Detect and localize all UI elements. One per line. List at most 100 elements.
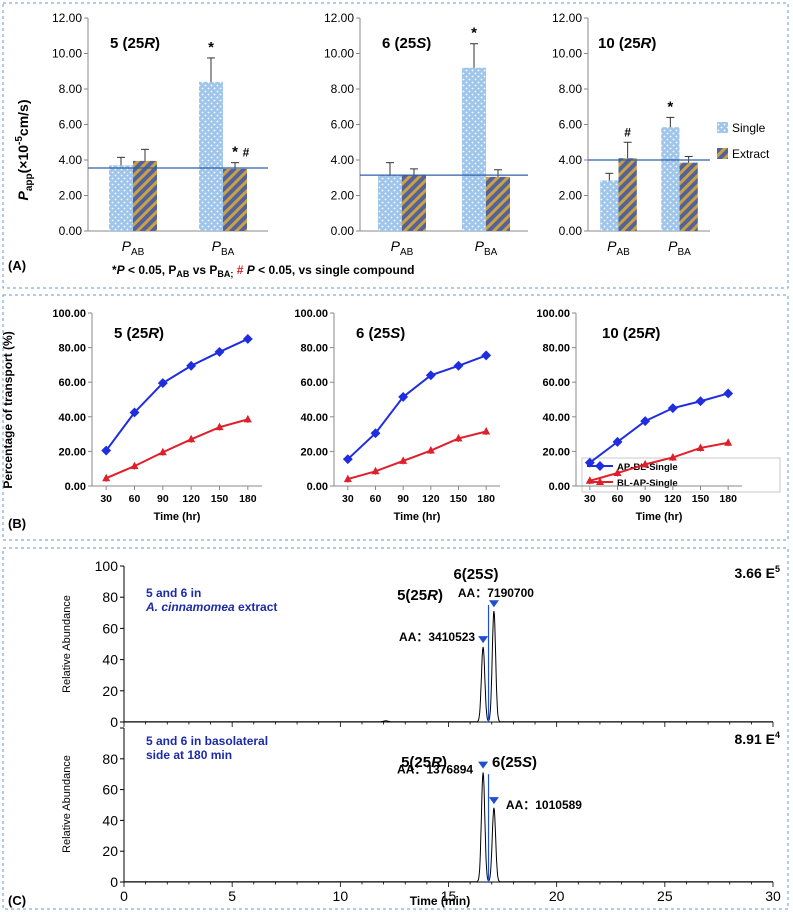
y-tick-label: 4.00 [331, 153, 355, 167]
bar-single [199, 81, 223, 232]
category-label: PBA [212, 238, 235, 258]
peak-area-label: AA：1010589 [506, 798, 582, 812]
data-point-bl-ap [102, 473, 111, 482]
x-tick-label: 0 [120, 888, 128, 904]
x-tick-label: 90 [639, 493, 651, 505]
x-tick-label: 150 [211, 493, 229, 505]
bar-extract [133, 160, 157, 231]
hash-mark: # [243, 146, 250, 160]
y-tick-label: 8.00 [59, 82, 83, 96]
x-tick-label: 180 [477, 493, 495, 505]
panel-a-label: (A) [8, 258, 26, 273]
data-point-ap-bl [398, 391, 409, 402]
data-point-bl-ap [187, 434, 196, 443]
chromatogram-trace [124, 610, 773, 723]
bar-extract [618, 158, 637, 231]
bar-single [661, 127, 680, 231]
legend-marker-bl-ap [596, 477, 604, 485]
y-tick-label: 100.00 [52, 308, 86, 320]
y-tick-label: 40 [102, 652, 118, 668]
y-tick-label: 10.00 [552, 47, 582, 61]
series-bl-ap-line [589, 441, 729, 482]
y-tick-label: 80 [102, 589, 118, 605]
bar-single [462, 67, 486, 231]
data-point-ap-bl [129, 407, 140, 418]
legend-label-ap-bl: AP-BL-Single [617, 462, 678, 473]
peak-label: 5(25R) [397, 587, 443, 604]
y-tick-label: 40.00 [542, 412, 570, 424]
y-tick-label: 0.00 [559, 224, 583, 238]
top-description-line1: 5 and 6 in [146, 586, 201, 600]
panel-c-xlabel: Time (min) [410, 894, 470, 908]
peak-area-label: AA：3410523 [399, 630, 475, 644]
y-tick-label: 0.00 [549, 481, 570, 493]
significance-mark: * [208, 39, 214, 56]
y-tick-label: 10.00 [324, 47, 354, 61]
panel-b-ylabel: Percentage of transport (%) [1, 331, 15, 488]
category-label: PAB [122, 238, 145, 258]
peak-label: 5(25R) [401, 754, 447, 771]
y-tick-label: 20 [102, 843, 118, 859]
y-tick-label: 80.00 [542, 343, 570, 355]
x-tick-label: 60 [370, 493, 382, 505]
significance-mark: * [232, 144, 238, 161]
data-point-ap-bl [370, 428, 381, 439]
subplot-title: 10 (25R) [598, 35, 656, 52]
x-tick-label: 60 [129, 493, 141, 505]
category-label: PBA [475, 238, 498, 258]
bottom-scale-label: 8.91 E4 [735, 730, 781, 747]
y-tick-label: 20.00 [58, 446, 86, 458]
bar-extract [486, 176, 510, 231]
series-ap-bl-line [589, 392, 729, 464]
bar-single [378, 175, 402, 231]
legend-swatch-single [717, 122, 728, 133]
data-point-bl-ap [215, 422, 224, 431]
bar-extract [223, 168, 247, 231]
y-tick-label: 4.00 [59, 153, 83, 167]
y-tick-label: 40.00 [300, 412, 328, 424]
bar-subplot-3: 0.00 2.00 4.00 6.00 8.00 10.00 12.00 PAB PBA # * 10… [552, 11, 710, 258]
y-tick-label: 8.00 [559, 82, 583, 96]
x-axis-label: Time (hr) [636, 511, 683, 523]
peak-marker-triangle [478, 761, 489, 769]
data-point-bl-ap [130, 461, 139, 470]
bar-single [600, 180, 619, 231]
data-point-ap-bl [453, 360, 464, 371]
y-tick-label: 0.00 [65, 481, 86, 493]
data-point-ap-bl [242, 334, 253, 344]
data-point-ap-bl [695, 396, 706, 407]
category-label: PAB [607, 238, 630, 258]
data-point-bl-ap [371, 466, 380, 475]
subplot-title: 6 (25S) [356, 325, 405, 342]
y-tick-label: 100 [95, 558, 119, 574]
y-tick-label: 0.00 [331, 224, 355, 238]
panel-a-ylabel: Papp(×10-5cm/s) [14, 99, 35, 200]
chromatogram-bottom: 0 20 40 60 80 0 5 10 15 20 25 30 5(25R)AA：1376894 6(2… [102, 727, 781, 904]
panel-a-frame [2, 2, 789, 289]
data-point-bl-ap [641, 459, 650, 468]
x-tick-label: 30 [342, 493, 354, 505]
peak-area-label: AA：1376894 [397, 763, 473, 777]
panel-b-label: (B) [8, 516, 26, 531]
peak-label: 6(25S) [492, 754, 537, 771]
bar-single [109, 165, 133, 231]
y-tick-label: 20.00 [542, 446, 570, 458]
panel-a-legend: Single Extract [717, 121, 770, 161]
y-tick-label: 6.00 [59, 118, 83, 132]
y-tick-label: 20 [102, 683, 118, 699]
y-tick-label: 2.00 [559, 189, 583, 203]
bar-extract [402, 175, 426, 231]
x-tick-label: 180 [719, 493, 737, 505]
panel-c-bottom-ylabel: Relative Abundance [61, 755, 73, 853]
panel-a-footnote: *P < 0.05, PAB vs PBA; # P < 0.05, vs si… [112, 263, 415, 279]
data-point-bl-ap [696, 443, 705, 451]
y-tick-label: 6.00 [559, 118, 583, 132]
bar-subplot-2: 0.00 2.00 4.00 6.00 8.00 10.00 12.00 PAB PBA * 6 (… [324, 11, 528, 258]
panel-c-label: (C) [8, 893, 26, 908]
data-point-bl-ap [613, 468, 622, 477]
y-tick-label: 6.00 [331, 118, 355, 132]
y-tick-label: 0 [110, 714, 118, 730]
data-point-bl-ap [482, 427, 491, 435]
x-tick-label: 30 [584, 493, 596, 505]
